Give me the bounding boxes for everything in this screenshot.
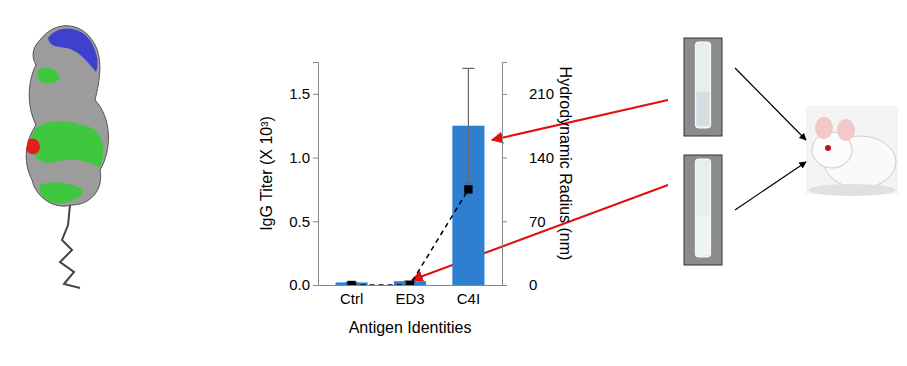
tick-mark — [313, 158, 318, 159]
error-bar-cap — [462, 68, 474, 69]
tick-label: C4I — [457, 290, 480, 307]
vial-liquid — [696, 92, 709, 126]
vial-photo — [684, 155, 722, 265]
plot-marks — [336, 68, 485, 285]
tick: 70 — [502, 213, 546, 230]
marker — [347, 281, 355, 285]
tick-label: 1.5 — [289, 85, 310, 102]
tick: 1.0 — [289, 149, 318, 166]
tick-label: 210 — [529, 85, 554, 102]
arrow — [735, 68, 806, 140]
tick-label: 0.5 — [289, 213, 310, 230]
marker — [464, 185, 472, 193]
mouse-photo — [806, 106, 898, 196]
error-bar — [462, 68, 474, 183]
error-bar-line — [468, 68, 469, 183]
vial — [695, 42, 710, 128]
tick: 0.5 — [289, 213, 318, 230]
y2-axis: 0 70 140 210 — [502, 63, 554, 294]
photo-frame — [684, 155, 722, 265]
figure: 0.0 0.5 1.0 1.5 0 70 140 210 Ctrl ED3 C4I IgG Titer… — [0, 0, 907, 366]
protein-green — [39, 182, 84, 203]
tick: ED3 — [395, 285, 424, 307]
tick-mark — [502, 158, 507, 159]
photo-frame — [806, 106, 898, 194]
x-axis: Ctrl ED3 C4I — [319, 285, 503, 307]
tick: 140 — [502, 149, 554, 166]
axis-line — [313, 63, 319, 286]
error-bar-cap — [462, 182, 474, 183]
arrow — [412, 185, 668, 280]
y-axis: 0.0 0.5 1.0 1.5 — [289, 63, 318, 294]
tick-label: 70 — [529, 213, 546, 230]
x-axis-title: Antigen Identities — [349, 319, 472, 336]
tick: 1.5 — [289, 85, 318, 102]
tick: 0.0 — [289, 276, 318, 293]
tick-mark — [313, 94, 318, 95]
axis-line — [319, 285, 503, 286]
photo-frame — [684, 38, 722, 136]
tick-label: 0 — [529, 276, 537, 293]
tick-label: Ctrl — [340, 290, 363, 307]
vial-photo — [684, 38, 722, 136]
y-axis-title: IgG Titer (X 10³) — [258, 116, 275, 231]
mouse-ear — [837, 119, 855, 141]
mouse-eye — [825, 145, 831, 151]
illustrations — [26, 26, 898, 288]
tick: 0 — [502, 276, 537, 293]
y2-axis-title: Hydrodynamic Radius (nm) — [557, 67, 574, 261]
protein-structure — [26, 26, 108, 288]
arrow — [735, 162, 806, 210]
line — [352, 189, 469, 285]
tick-label: 0.0 — [289, 276, 310, 293]
vial-liquid — [696, 216, 709, 256]
axis-line — [503, 63, 508, 286]
vial — [695, 159, 710, 257]
protein-tail — [60, 205, 80, 288]
tick-label: ED3 — [395, 290, 424, 307]
tick-mark — [502, 221, 507, 222]
tick-mark — [313, 285, 318, 286]
arrow — [492, 100, 668, 140]
protein-surface — [26, 26, 108, 206]
tick-mark — [502, 94, 507, 95]
protein-green — [31, 121, 103, 168]
tick-label: 1.0 — [289, 149, 310, 166]
tick: C4I — [457, 285, 480, 307]
mouse-surface — [808, 184, 896, 196]
tick-mark — [313, 221, 318, 222]
mouse-ear — [815, 117, 833, 139]
tick-label: 140 — [529, 149, 554, 166]
marker — [406, 281, 414, 285]
tick-mark — [502, 285, 507, 286]
protein-red — [26, 138, 40, 154]
tick: 210 — [502, 85, 554, 102]
protein-blue — [48, 28, 98, 72]
protein-green — [38, 67, 60, 83]
tick: Ctrl — [340, 285, 363, 307]
